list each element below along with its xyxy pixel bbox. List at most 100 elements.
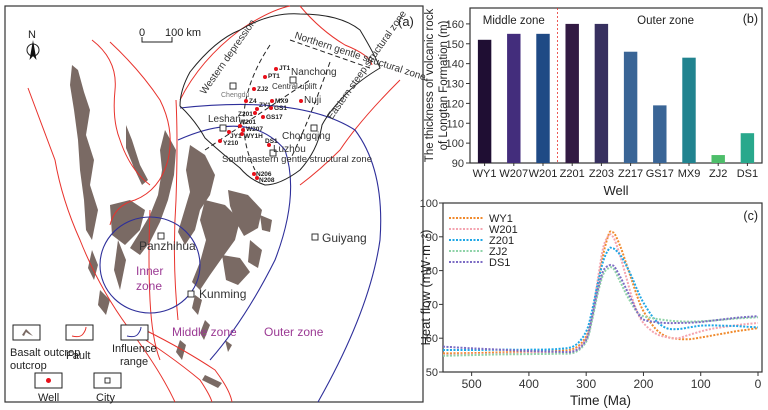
group-label-middle: Middle zone (483, 15, 545, 27)
well-label: GS17 (266, 114, 283, 121)
x-tick-label: MX9 (678, 168, 701, 180)
y-tick-label: 80 (426, 266, 438, 278)
y-tick-label: 160 (446, 19, 464, 31)
svg-text:City: City (96, 392, 115, 404)
well-label: ZY1 (259, 102, 271, 109)
y-tick-label: 140 (446, 59, 464, 71)
x-axis-title: Well (603, 183, 628, 198)
well-label: DS1 (265, 138, 278, 145)
bar-Z203 (594, 23, 609, 164)
well-icon (227, 130, 231, 134)
city-label: Nanchong (291, 67, 337, 78)
fault-lines (27, 5, 401, 403)
bar-chart-axes (466, 7, 763, 166)
bar-MX9 (682, 57, 696, 163)
well-icon (252, 172, 256, 176)
legend-label-W201: W201 (489, 224, 518, 236)
bar-W201 (536, 33, 550, 164)
x-tick-label: GS17 (646, 168, 674, 180)
x-tick-label: 500 (462, 377, 482, 391)
bar-WY1 (477, 39, 492, 163)
city-icon (219, 124, 227, 132)
city-icon (289, 76, 297, 84)
bar-W207 (507, 33, 521, 164)
bar-chart-bars (477, 23, 755, 164)
map-frame (4, 5, 424, 403)
well-markers (218, 67, 303, 180)
x-tick-label: Z203 (589, 168, 614, 180)
well-icon (274, 67, 278, 71)
legend-label-WY1: WY1 (489, 213, 513, 225)
svg-text:Influence: Influence (112, 343, 157, 355)
middle-zone-label: Middle zone (172, 325, 237, 339)
svg-text:Basalt outcrop: Basalt outcrop (10, 347, 80, 359)
legend-basalt-box (12, 324, 41, 341)
city-markers (157, 76, 319, 298)
x-tick-label: DS1 (737, 168, 758, 180)
svg-text:Well: Well (38, 392, 59, 404)
legend-label-ZJ2: ZJ2 (489, 246, 507, 258)
city-label: Guiyang (322, 231, 367, 245)
well-icon (244, 99, 248, 103)
city-label: Panzhihua (139, 239, 196, 253)
city-labels: Chengdu Nanchong Leshan Chongqing Luzhou… (139, 67, 367, 301)
y-tick-label: 60 (426, 333, 438, 345)
bar-DS1 (740, 133, 755, 163)
x-tick-label: Z201 (560, 168, 585, 180)
line-chart-series (442, 230, 759, 357)
map-legend: Basalt outcrop Fault Influence range Wel… (10, 324, 157, 404)
well-label: Z4 (249, 98, 257, 105)
well-label: N206 (256, 171, 272, 178)
line-plot-frame (442, 202, 763, 373)
series-line-Z201 (442, 246, 759, 352)
city-icon (229, 82, 237, 90)
well-icon (241, 128, 245, 132)
influence-range-icon (126, 326, 142, 338)
well-label: JY1 (230, 133, 242, 140)
well-icon (270, 99, 274, 103)
y-tick-label: 50 (426, 367, 438, 379)
fault-icon (71, 326, 87, 338)
y-tick-label: 110 (446, 118, 464, 130)
inner-zone-label: Inner (136, 264, 163, 278)
y-tick-label: 130 (446, 79, 464, 91)
x-tick-label: 100 (691, 377, 711, 391)
y-tick-label: 90 (426, 232, 438, 244)
well-icon (218, 139, 222, 143)
panel-label-b: (b) (743, 12, 758, 26)
well-label: PT1 (268, 73, 280, 80)
x-tick-label: W201 (529, 168, 558, 180)
place-label: Nuji (304, 95, 321, 106)
well-label: GS1 (274, 105, 287, 112)
well-label: WY1H (244, 133, 263, 140)
city-label: Leshan (208, 114, 241, 125)
structural-boundaries (179, 13, 381, 186)
well-icon (238, 124, 242, 128)
svg-text:N: N (28, 29, 36, 41)
y-tick-label: 100 (420, 198, 438, 210)
central-uplift-label: Central uplift (272, 82, 318, 91)
well-labels: JT1 PT1 ZJ2 Z4 ZY1 MX9 GS1 Z201 GS17 W20… (223, 65, 291, 184)
north-arrow-icon: N (26, 29, 40, 60)
well-icon (263, 75, 267, 79)
series-line-ZJ2 (442, 266, 759, 357)
well-icon (267, 143, 271, 147)
series-line-WY1 (442, 230, 759, 355)
well-icon (46, 378, 51, 383)
city-icon (269, 149, 277, 157)
well-icon (253, 111, 257, 115)
x-tick-label: ZJ2 (709, 168, 727, 180)
y-tick-label: 120 (446, 98, 464, 110)
well-label: JT1 (279, 65, 291, 72)
scale-bar: 0 100 km (139, 27, 201, 43)
series-line-DS1 (442, 263, 759, 354)
well-label: ZJ2 (257, 86, 269, 93)
y-tick-label: 100 (446, 138, 464, 150)
influence-range-circles (99, 103, 382, 403)
y-tick-label: 70 (426, 299, 438, 311)
well-label: N208 (259, 177, 275, 184)
y-axis-title: The thickness of volcanic rock of Longtan… (424, 9, 450, 163)
